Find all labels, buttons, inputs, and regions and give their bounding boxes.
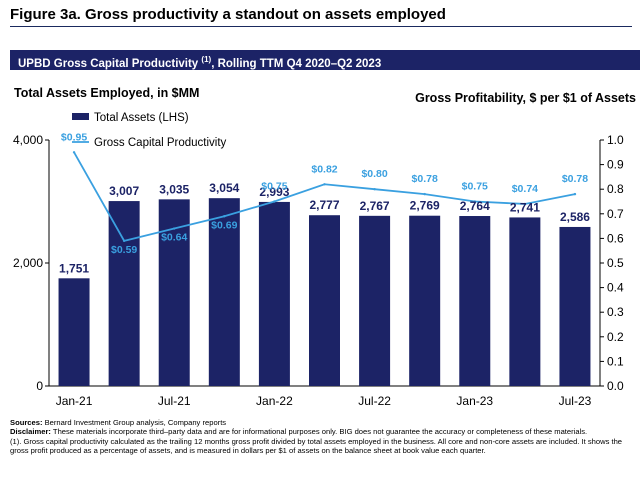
line-data-label: $0.59 (111, 244, 137, 256)
sources-note: Sources: Bernard Investment Group analys… (10, 418, 635, 427)
bar-total-assets (409, 215, 441, 386)
right-axis-title: Gross Profitability, $ per $1 of Assets (415, 91, 636, 105)
left-axis-tick-label: 0 (36, 379, 43, 393)
bar-data-label: 3,007 (109, 184, 139, 198)
disclaimer-text: These materials incorporate third–party … (50, 427, 588, 437)
right-axis-tick-label: 0.8 (607, 182, 624, 196)
bar-data-label: 1,751 (59, 261, 89, 275)
legend-bar-label: Total Assets (LHS) (94, 112, 189, 124)
left-axis-tick-label: 2,000 (13, 256, 43, 270)
line-point (523, 202, 527, 206)
combo-chart: 0 2,000 4,000 0.0 0.1 0.2 0.3 0.4 0.5 0.6 0.7 0.8 0.… (13, 112, 624, 408)
bar-total-assets (258, 201, 290, 386)
bar-total-assets (459, 216, 491, 386)
bar-total-assets (359, 215, 391, 386)
line-data-label: $0.80 (361, 168, 387, 180)
x-axis-tick-label: Jul-22 (358, 394, 391, 408)
line-point (122, 239, 126, 243)
line-data-label: $0.78 (562, 173, 588, 185)
sources-text: Bernard Investment Group analysis, Compa… (42, 418, 227, 427)
line-data-label: $0.64 (161, 232, 187, 244)
right-axis-tick-label: 0.7 (607, 207, 624, 221)
bar-total-assets (58, 278, 90, 386)
left-axis-tick-label: 4,000 (13, 133, 43, 147)
bar-total-assets (309, 215, 340, 386)
bar-total-assets (559, 226, 591, 386)
x-axis-tick-label: Jan-23 (456, 394, 493, 408)
bar-total-assets (509, 217, 541, 386)
legend-bar-swatch (72, 113, 89, 120)
x-axis-tick-label: Jul-23 (559, 394, 592, 408)
chart-subtitle: UPBD Gross Capital Productivity (18, 57, 199, 70)
footer-notes: Sources: Bernard Investment Group analys… (10, 418, 635, 456)
bar-data-label: 3,035 (159, 182, 189, 196)
disclaimer-label: Disclaimer: (10, 427, 51, 437)
bar-data-label: 2,777 (309, 198, 339, 212)
legend-line-label: Gross Capital Productivity (94, 137, 227, 149)
line-data-label: $0.69 (211, 219, 237, 231)
line-data-label: $0.75 (261, 181, 287, 193)
bar-total-assets (208, 198, 240, 386)
chart-subtitle-bar: UPBD Gross Capital Productivity (1), Rol… (10, 50, 640, 70)
bar-total-assets (108, 201, 140, 386)
bar-total-assets (158, 199, 190, 386)
line-point (373, 188, 376, 191)
bar-data-label: 2,993 (259, 185, 289, 199)
line-point (423, 192, 426, 196)
bar-data-label: 2,769 (410, 199, 440, 213)
right-axis-tick-label: 0.9 (607, 158, 624, 172)
line-point (323, 183, 326, 186)
line-point (473, 200, 476, 203)
line-point (223, 215, 226, 218)
right-axis-tick-label: 0.3 (607, 305, 624, 319)
line-data-label: $0.82 (311, 163, 337, 175)
x-axis-tick-label: Jan-22 (256, 394, 293, 408)
sources-label: Sources: (10, 418, 43, 427)
line-data-label: $0.95 (61, 131, 87, 143)
line-point (173, 227, 176, 230)
figure-title: Figure 3a. Gross productivity a standout… (10, 6, 446, 23)
line-data-label: $0.74 (512, 183, 538, 195)
line-point (273, 200, 276, 203)
line-point (573, 192, 577, 196)
right-axis-tick-label: 0.1 (607, 354, 624, 368)
bar-data-label: 2,767 (360, 199, 390, 213)
x-axis-tick-label: Jul-21 (158, 394, 191, 408)
line-data-label: $0.75 (462, 181, 488, 193)
disclaimer-note: Disclaimer: These materials incorporate … (10, 427, 635, 436)
right-axis-tick-label: 0.5 (607, 256, 624, 270)
right-axis-tick-label: 0.6 (607, 231, 624, 245)
left-axis-title: Total Assets Employed, in $MM (14, 86, 200, 100)
line-point (72, 151, 76, 154)
right-axis-tick-label: 0.0 (607, 379, 624, 393)
bar-data-label: 2,586 (560, 210, 590, 224)
title-divider (10, 26, 632, 27)
right-axis-tick-label: 0.4 (607, 281, 624, 295)
x-axis-tick-label: Jan-21 (56, 394, 93, 408)
chart-subtitle-range: , Rolling TTM Q4 2020–Q2 2023 (211, 57, 382, 70)
bar-data-label: 2,741 (510, 200, 540, 214)
bar-data-label: 2,764 (460, 199, 490, 213)
bar-data-label: 3,054 (209, 181, 239, 195)
methodology-note: (1). Gross capital productivity calculat… (10, 436, 623, 456)
chart-subtitle-footnote: (1) (201, 55, 212, 64)
right-axis-tick-label: 1.0 (607, 133, 624, 147)
line-data-label: $0.78 (412, 173, 438, 185)
right-axis-tick-label: 0.2 (607, 330, 624, 344)
